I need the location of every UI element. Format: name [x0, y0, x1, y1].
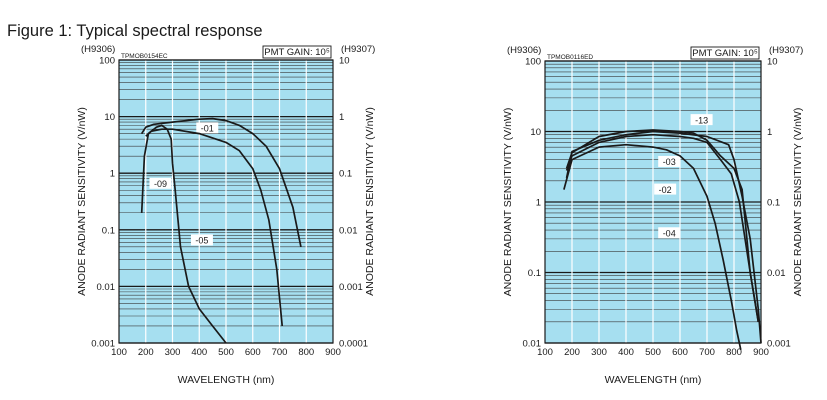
y-left-tick-label: 10	[530, 127, 541, 138]
x-tick-label: 400	[618, 347, 634, 358]
series-label: -04	[663, 228, 676, 238]
series-label: -03	[663, 157, 676, 167]
x-tick-label: 500	[218, 347, 234, 358]
x-axis-title: WAVELENGTH (nm)	[605, 374, 702, 386]
x-tick-label: 700	[699, 347, 715, 358]
y-right-tick-label: 0.01	[767, 268, 786, 279]
y-left-tick-label: 0.01	[97, 282, 116, 293]
y-right-tick-label: 10	[767, 57, 778, 68]
y-right-tick-label: 1	[339, 112, 344, 123]
y-right-tick-label: 0.0001	[339, 339, 368, 350]
y-right-tick-label: 1	[767, 127, 772, 138]
x-tick-label: 200	[564, 347, 580, 358]
y-left-tick-label: 0.001	[91, 339, 115, 350]
gain-box	[690, 46, 760, 60]
x-tick-label: 800	[298, 347, 314, 358]
x-tick-label: 100	[111, 347, 127, 358]
x-tick-label: 400	[191, 347, 207, 358]
y-left-tick-label: 0.01	[523, 339, 542, 350]
y-right-axis-title: ANODE RADIANT SENSITIVITY (V/nW)	[364, 107, 376, 296]
series-curve	[563, 143, 742, 350]
x-tick-label: 900	[325, 347, 341, 358]
gain-label: PMT GAIN: 10⁵	[692, 48, 758, 59]
chart-2: 100 200 300 400 500 600 700 800 900 100 10 1 0.1 0.01…	[502, 45, 804, 386]
left-model-label: (H9306)	[507, 45, 541, 56]
x-tick-label: 900	[753, 347, 769, 358]
drawing-code: TPMOB0116ED	[547, 54, 593, 61]
x-axis-title: WAVELENGTH (nm)	[178, 374, 275, 386]
series-label: -01	[201, 124, 214, 134]
series-label-box	[190, 234, 213, 246]
series-curve	[565, 130, 762, 344]
y-left-tick-label: 1	[110, 169, 115, 180]
x-tick-label: 600	[672, 347, 688, 358]
x-tick-label: 100	[537, 347, 553, 358]
series-curve	[145, 128, 284, 327]
right-model-label: (H9307)	[769, 45, 803, 56]
y-right-tick-label: 0.1	[339, 169, 352, 180]
series-label-box	[658, 227, 681, 239]
y-left-tick-label: 100	[99, 56, 115, 67]
y-right-tick-label: 10	[339, 56, 350, 67]
x-tick-label: 800	[726, 347, 742, 358]
y-left-axis-title: ANODE RADIANT SENSITIVITY (V/nW)	[76, 107, 88, 296]
y-right-tick-label: 0.01	[339, 225, 358, 236]
chart-1: 100 200 300 400 500 600 700 800 900 100 10 1 0.1 0.01…	[76, 44, 376, 386]
series-curve	[565, 129, 760, 322]
plot-frame	[544, 60, 762, 344]
y-left-tick-label: 0.1	[102, 225, 115, 236]
series-label: -13	[695, 115, 708, 125]
y-right-tick-label: 0.001	[339, 282, 363, 293]
series-label-box	[658, 155, 681, 167]
x-tick-label: 600	[245, 347, 261, 358]
series-label-box	[196, 122, 219, 134]
y-right-tick-label: 0.001	[767, 339, 791, 350]
gain-box	[262, 45, 332, 59]
x-tick-label: 200	[138, 347, 154, 358]
series-label: -02	[659, 185, 672, 195]
right-model-label: (H9307)	[341, 44, 375, 55]
x-tick-label: 300	[165, 347, 181, 358]
left-model-label: (H9306)	[81, 44, 115, 55]
y-right-axis-title: ANODE RADIANT SENSITIVITY (V/nW)	[792, 108, 804, 297]
grid-vertical	[571, 61, 735, 343]
x-tick-label: 500	[645, 347, 661, 358]
y-left-tick-label: 100	[525, 57, 541, 68]
figure-title: Figure 1: Typical spectral response	[7, 22, 263, 40]
drawing-code: TPMOB0154EC	[121, 53, 168, 60]
x-tick-label: 700	[272, 347, 288, 358]
y-left-tick-label: 0.1	[528, 268, 541, 279]
series-label: -09	[154, 179, 167, 189]
series-curve	[565, 133, 760, 322]
series-curve	[140, 117, 302, 247]
series-label-box	[690, 114, 713, 126]
y-left-axis-title: ANODE RADIANT SENSITIVITY (V/nW)	[502, 108, 514, 297]
y-left-tick-label: 10	[104, 112, 115, 123]
x-tick-label: 300	[591, 347, 607, 358]
series-label-box	[149, 177, 172, 189]
series-label-box	[654, 183, 677, 195]
y-right-tick-label: 0.1	[767, 198, 780, 209]
gain-label: PMT GAIN: 10⁵	[264, 47, 330, 58]
y-left-tick-label: 1	[536, 198, 541, 209]
series-label: -05	[195, 236, 208, 246]
